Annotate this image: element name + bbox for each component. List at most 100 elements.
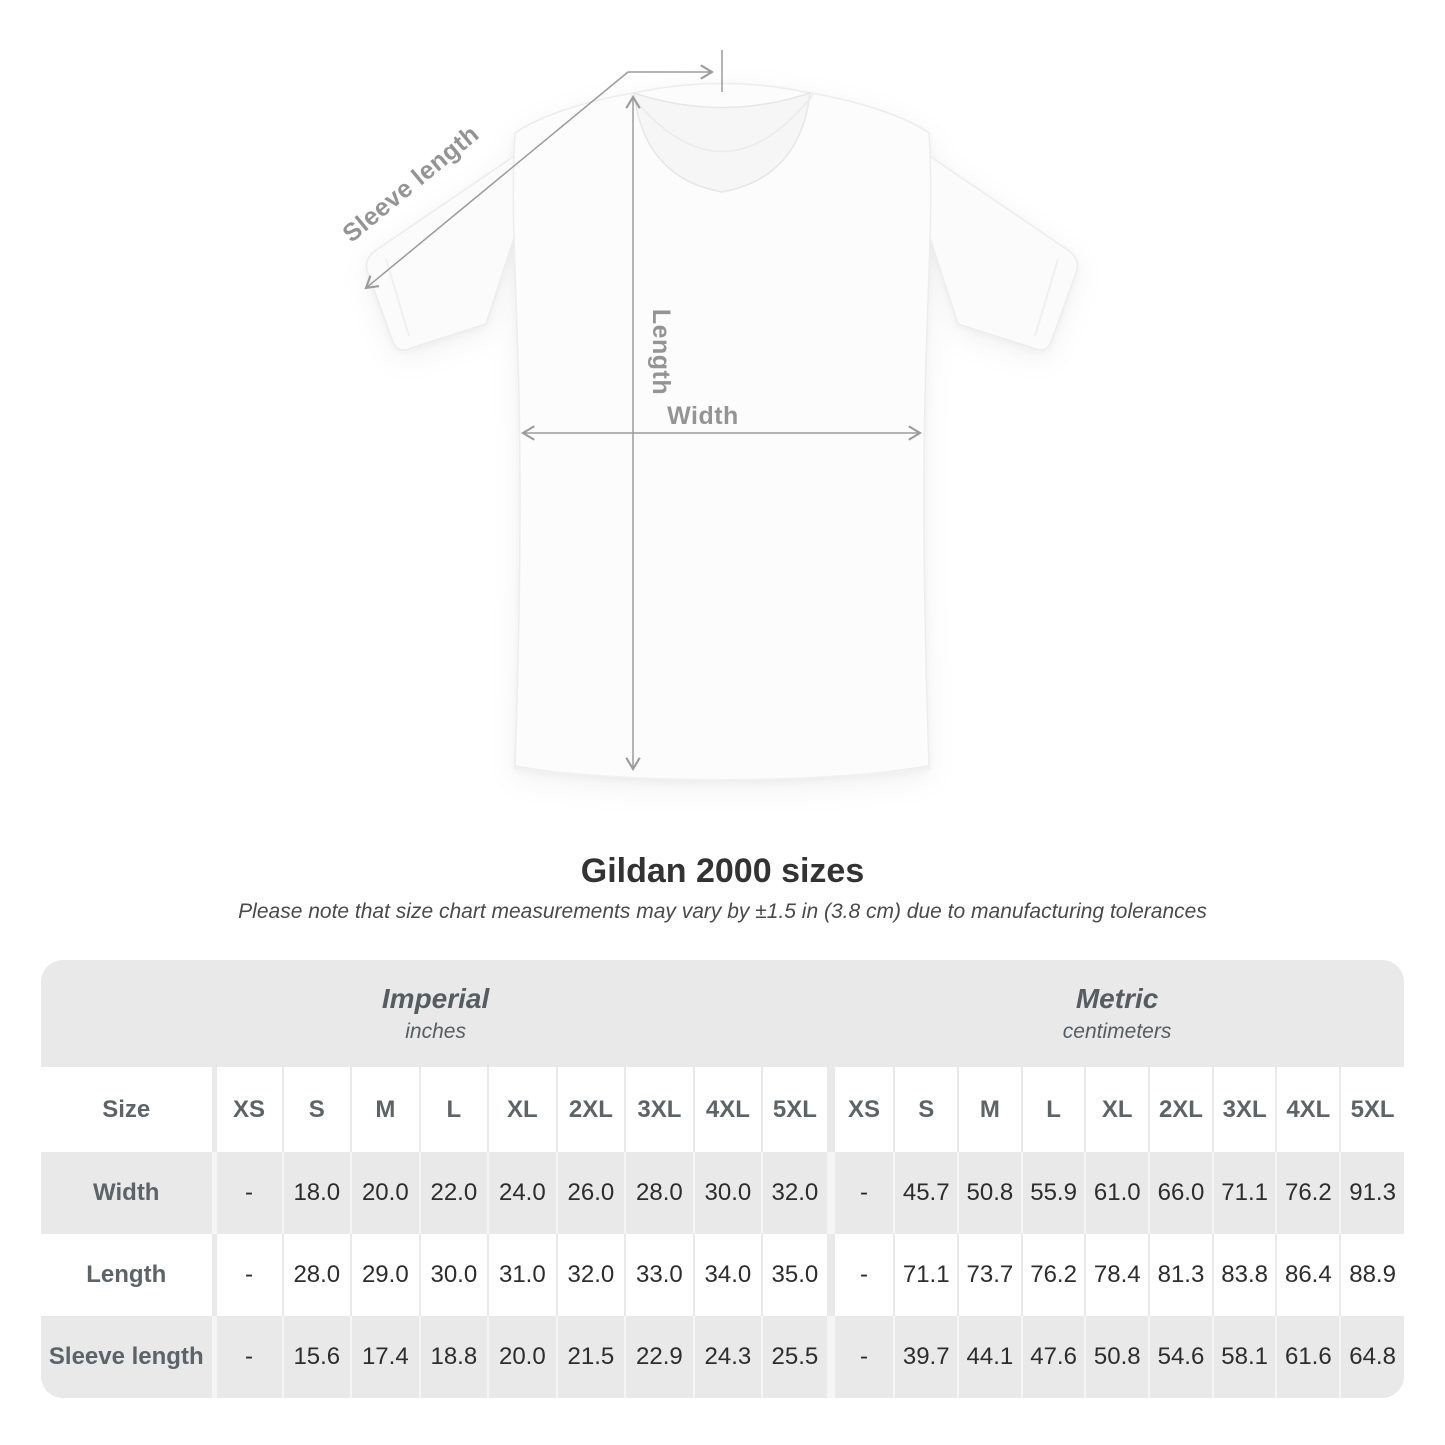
right-sleeve-hem-seam [1034,258,1059,337]
value-cell-metric-2xl: 54.6 [1149,1316,1214,1398]
value-cell-metric-xs: - [830,1316,896,1398]
value-cell-metric-s: 39.7 [894,1316,960,1398]
left-sleeve-hem-seam [385,258,410,337]
page-title: Gildan 2000 sizes [580,852,865,890]
size-col-header-imperial-4xl: 4XL [693,1067,764,1152]
value-cell-metric-4xl: 86.4 [1276,1234,1342,1316]
row-label: Length [41,1234,217,1316]
left-sleeve [365,124,561,351]
value-cell-metric-xl: 78.4 [1085,1234,1151,1316]
size-col-header-metric-3xl: 3XL [1212,1067,1278,1152]
value-cell-imperial-s: 15.6 [282,1316,353,1398]
value-cell-metric-3xl: 83.8 [1212,1234,1278,1316]
metric-section-header: Metric centimeters [830,983,1404,1044]
size-col-header-metric-xl: XL [1085,1067,1151,1152]
value-cell-imperial-4xl: 24.3 [693,1316,764,1398]
value-cell-metric-2xl: 66.0 [1149,1152,1214,1234]
size-col-header-imperial-s: S [282,1067,353,1152]
size-col-header-metric-s: S [894,1067,960,1152]
size-col-header-imperial-3xl: 3XL [625,1067,695,1152]
value-cell-imperial-xl: 24.0 [488,1152,558,1234]
value-cell-metric-xl: 61.0 [1085,1152,1151,1234]
collar-rib-line [630,94,814,153]
value-cell-imperial-5xl: 35.0 [762,1234,835,1316]
value-cell-imperial-4xl: 34.0 [693,1234,764,1316]
size-col-header-imperial-xl: XL [488,1067,558,1152]
value-cell-metric-5xl: 88.9 [1340,1234,1404,1316]
value-cell-imperial-xs: - [214,1152,284,1234]
value-cell-metric-xs: - [830,1152,896,1234]
value-cell-imperial-4xl: 30.0 [693,1152,764,1234]
tshirt-illustration [365,82,1079,782]
measurement-row-sleeve-length: Sleeve length -15.6 17.4 18.8 20.0 21.5 22.9 24… [41,1316,1404,1398]
value-cell-imperial-xs: - [214,1316,284,1398]
units-header-row: Imperial inches Metric centimeters [41,960,1404,1067]
value-cell-imperial-l: 30.0 [419,1234,490,1316]
value-cell-imperial-2xl: 26.0 [556,1152,627,1234]
value-cell-imperial-3xl: 22.9 [625,1316,695,1398]
value-cell-imperial-2xl: 21.5 [556,1316,627,1398]
value-cell-imperial-3xl: 33.0 [625,1234,695,1316]
sleeve-length-arrow [364,71,629,290]
value-cell-metric-5xl: 64.8 [1340,1316,1404,1398]
size-col-header-metric-l: L [1021,1067,1087,1152]
value-cell-metric-xl: 50.8 [1085,1316,1151,1398]
value-cell-imperial-m: 29.0 [351,1234,421,1316]
value-cell-imperial-s: 28.0 [282,1234,353,1316]
value-cell-metric-l: 76.2 [1021,1234,1087,1316]
size-table-card: Imperial inches Metric centimeters Size … [41,960,1404,1398]
value-cell-metric-l: 47.6 [1021,1316,1087,1398]
metric-section-name: Metric [1075,983,1159,1014]
value-cell-metric-5xl: 91.3 [1340,1152,1404,1234]
value-cell-metric-2xl: 81.3 [1149,1234,1214,1316]
size-header-row: Size XS S M L XL 2XL 3XL 4XL 5XL XS S M L XL 2XL 3XL 4XL… [41,1067,1404,1152]
size-table: Size XS S M L XL 2XL 3XL 4XL 5XL XS S M L XL 2XL 3XL 4XL… [41,1067,1404,1398]
imperial-section-name: Imperial [381,983,490,1014]
size-column-header: Size [41,1067,217,1152]
value-cell-imperial-m: 20.0 [351,1152,421,1234]
value-cell-metric-m: 73.7 [958,1234,1023,1316]
value-cell-imperial-3xl: 28.0 [625,1152,695,1234]
size-col-header-imperial-5xl: 5XL [762,1067,835,1152]
measurement-row-length: Length -28.0 29.0 30.0 31.0 32.0 33.0 34.0 35.0-… [41,1234,1404,1316]
value-cell-metric-s: 45.7 [894,1152,960,1234]
collar-opening [633,91,811,193]
right-sleeve [883,124,1079,351]
value-cell-metric-3xl: 58.1 [1212,1316,1278,1398]
value-cell-imperial-5xl: 25.5 [762,1316,835,1398]
size-col-header-imperial-xs: XS [214,1067,284,1152]
value-cell-metric-m: 50.8 [958,1152,1023,1234]
value-cell-imperial-m: 17.4 [351,1316,421,1398]
value-cell-metric-xs: - [830,1234,896,1316]
tshirt-diagram-svg: Sleeve length Length Width [337,50,1079,782]
value-cell-metric-4xl: 76.2 [1276,1152,1342,1234]
value-cell-metric-m: 44.1 [958,1316,1023,1398]
size-col-header-imperial-m: M [351,1067,421,1152]
size-col-header-metric-2xl: 2XL [1149,1067,1214,1152]
size-col-header-metric-5xl: 5XL [1340,1067,1404,1152]
size-col-header-imperial-l: L [419,1067,490,1152]
value-cell-metric-4xl: 61.6 [1276,1316,1342,1398]
value-cell-imperial-xl: 20.0 [488,1316,558,1398]
value-cell-metric-s: 71.1 [894,1234,960,1316]
value-cell-imperial-s: 18.0 [282,1152,353,1234]
value-cell-imperial-l: 18.8 [419,1316,490,1398]
value-cell-imperial-2xl: 32.0 [556,1234,627,1316]
metric-section-unit: centimeters [1062,1020,1172,1043]
value-cell-imperial-5xl: 32.0 [762,1152,835,1234]
value-cell-metric-3xl: 71.1 [1212,1152,1278,1234]
size-col-header-metric-m: M [958,1067,1023,1152]
bottom-hem-seam [512,767,932,781]
value-cell-imperial-l: 22.0 [419,1152,490,1234]
size-col-header-imperial-2xl: 2XL [556,1067,627,1152]
value-cell-metric-l: 55.9 [1021,1152,1087,1234]
length-label: Length [647,309,675,395]
value-cell-imperial-xl: 31.0 [488,1234,558,1316]
size-col-header-metric-4xl: 4XL [1276,1067,1342,1152]
size-col-header-metric-xs: XS [830,1067,896,1152]
width-label: Width [667,402,739,430]
row-label: Width [41,1152,217,1234]
imperial-section-header: Imperial inches [41,983,830,1044]
value-cell-imperial-xs: - [214,1234,284,1316]
